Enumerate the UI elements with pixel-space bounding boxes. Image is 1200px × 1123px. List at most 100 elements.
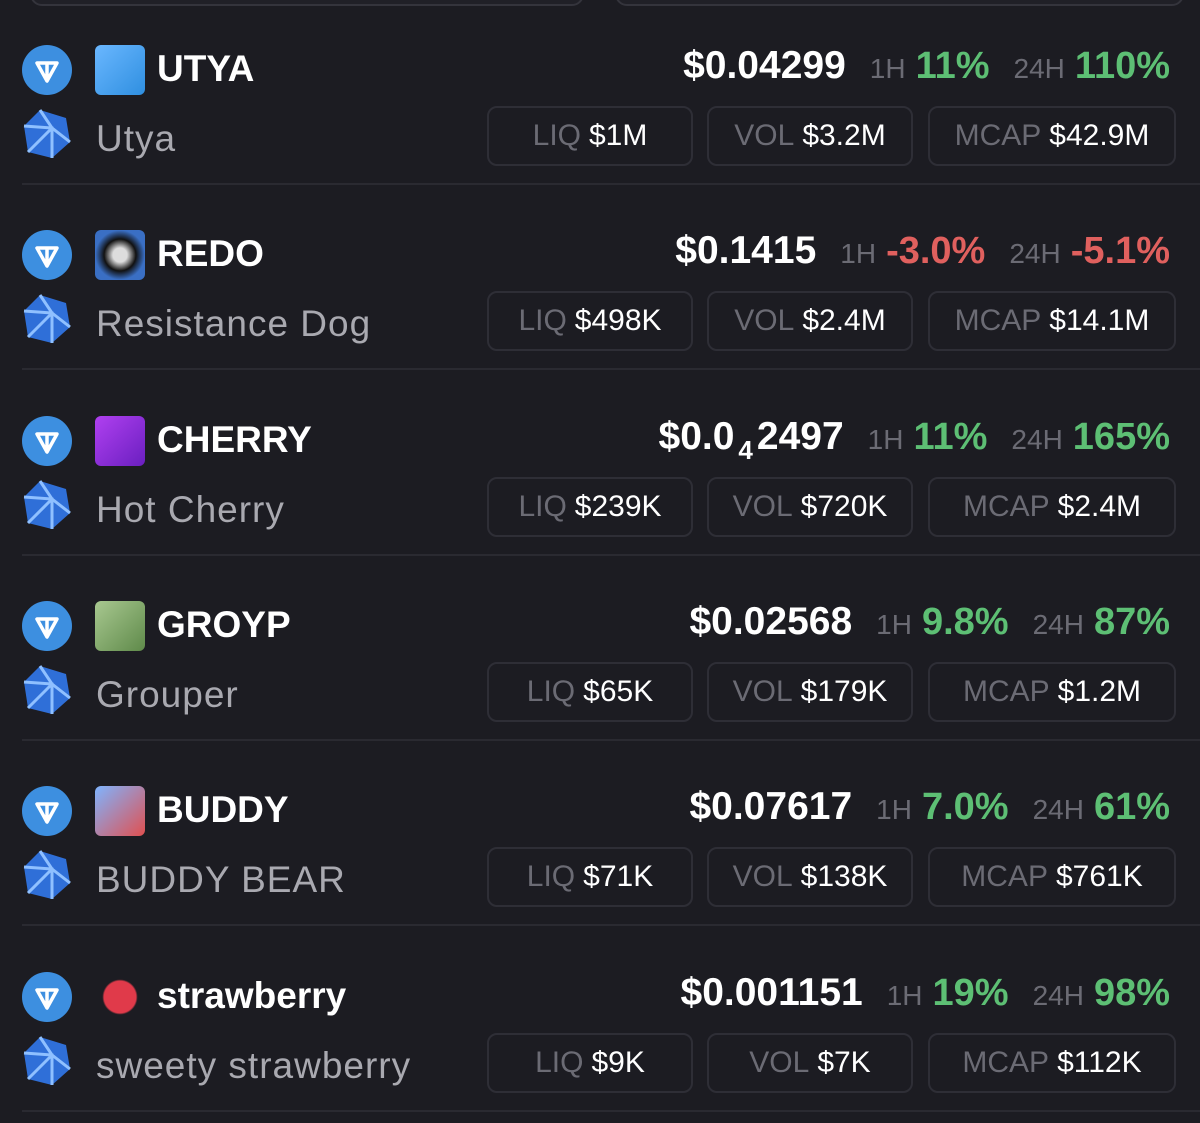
change-24h-label: 24H xyxy=(1011,423,1063,455)
ton-icon xyxy=(22,600,72,651)
liq-label: LIQ xyxy=(518,489,567,523)
token-row[interactable]: strawberry sweety strawberry $0.001151 1H 19… xyxy=(0,927,1200,1112)
vol-label: VOL xyxy=(732,674,793,708)
liq-box: LIQ $239K xyxy=(487,476,693,537)
liq-value: $498K xyxy=(574,304,662,338)
price-bar: $0.02568 1H 9.8% 24H 87% xyxy=(689,600,1170,644)
token-name: Hot Cherry xyxy=(96,488,285,530)
ton-icon xyxy=(22,45,72,95)
liq-value: $1M xyxy=(589,119,648,152)
token-row[interactable]: UTYA Utya $0.04299 1H 11% 24H 110% LIQ $1M VOL $3.… xyxy=(0,0,1200,185)
change-1h: 11% xyxy=(913,415,988,458)
dex-icon xyxy=(22,849,72,901)
mcap-label: MCAP xyxy=(962,1045,1050,1079)
change-1h-label: 1H xyxy=(876,608,912,640)
mcap-label: MCAP xyxy=(962,489,1050,523)
token-row[interactable]: BUDDY BUDDY BEAR $0.07617 1H 7.0% 24H 61% LIQ $7… xyxy=(0,741,1200,927)
price-bar: $0.001151 1H 19% 24H 98% xyxy=(681,971,1171,1015)
price-part: $0.0 xyxy=(658,414,735,458)
liq-value: $65K xyxy=(583,674,654,708)
liq-label: LIQ xyxy=(532,119,581,152)
dex-icon xyxy=(22,479,72,531)
price: $0.07617 xyxy=(689,785,852,829)
ton-icon xyxy=(22,786,72,837)
token-avatar xyxy=(95,230,145,281)
change-1h: 9.8% xyxy=(921,600,1009,643)
token-row[interactable]: CHERRY Hot Cherry $0.0 4 2497 1H 11% 24H 165% LIQ… xyxy=(0,371,1200,556)
token-name: Grouper xyxy=(96,673,239,715)
dex-icon xyxy=(22,108,72,160)
vol-value: $7K xyxy=(817,1045,871,1079)
token-avatar xyxy=(95,415,145,466)
mcap-value: $761K xyxy=(1055,860,1143,894)
token-name: Utya xyxy=(96,118,177,159)
mcap-box: MCAP $14.1M xyxy=(928,291,1176,352)
liq-box: LIQ $65K xyxy=(487,661,693,722)
price: $0.1415 xyxy=(675,229,816,273)
token-avatar xyxy=(95,971,145,1022)
change-1h: 11% xyxy=(915,45,990,87)
ton-icon xyxy=(22,415,72,466)
token-row[interactable]: GROYP Grouper $0.02568 1H 9.8% 24H 87% LIQ $65K V… xyxy=(0,556,1200,741)
price-part: $0.001151 xyxy=(680,970,863,1014)
liq-label: LIQ xyxy=(535,1045,584,1079)
price-part: $0.02568 xyxy=(689,599,853,643)
price-zero-count: 4 xyxy=(738,434,753,465)
change-1h-label: 1H xyxy=(840,238,877,270)
mcap-box: MCAP $112K xyxy=(928,1032,1176,1093)
liq-value: $9K xyxy=(591,1045,645,1079)
change-24h: 165% xyxy=(1072,415,1170,458)
token-name: Resistance Dog xyxy=(96,303,372,345)
change-1h-label: 1H xyxy=(876,794,912,826)
change-1h-label: 1H xyxy=(869,53,906,84)
token-row[interactable]: REDO Resistance Dog $0.1415 1H -3.0% 24H -5.1%… xyxy=(0,185,1200,371)
vol-box: VOL $3.2M xyxy=(707,106,913,166)
dex-icon xyxy=(22,1035,72,1087)
mcap-label: MCAP xyxy=(954,119,1042,152)
vol-box: VOL $7K xyxy=(707,1032,913,1093)
divider xyxy=(22,183,1200,185)
token-name: BUDDY BEAR xyxy=(96,859,346,901)
mcap-label: MCAP xyxy=(954,304,1042,338)
change-1h: 19% xyxy=(932,971,1009,1014)
divider xyxy=(22,924,1200,927)
price-bar: $0.07617 1H 7.0% 24H 61% xyxy=(689,785,1170,829)
mcap-box: MCAP $1.2M xyxy=(928,661,1176,722)
change-1h: -3.0% xyxy=(886,230,986,273)
liq-box: LIQ $498K xyxy=(487,291,693,352)
liq-value: $239K xyxy=(574,489,662,523)
price-bar: $0.0 4 2497 1H 11% 24H 165% xyxy=(659,415,1170,466)
price-part: $0.04299 xyxy=(683,44,846,87)
change-24h: -5.1% xyxy=(1070,230,1170,273)
vol-value: $2.4M xyxy=(802,304,886,338)
token-symbol: GROYP xyxy=(157,603,291,645)
ton-icon xyxy=(22,230,72,281)
price-bar: $0.1415 1H -3.0% 24H -5.1% xyxy=(675,229,1170,273)
mcap-label: MCAP xyxy=(962,674,1050,708)
vol-box: VOL $720K xyxy=(707,476,913,537)
vol-box: VOL $179K xyxy=(707,661,913,722)
liq-box: LIQ $1M xyxy=(487,106,693,166)
change-24h: 98% xyxy=(1093,971,1170,1014)
divider xyxy=(22,368,1200,371)
token-symbol: REDO xyxy=(157,233,264,275)
change-24h-label: 24H xyxy=(1032,794,1084,826)
token-name: sweety strawberry xyxy=(96,1044,412,1086)
divider xyxy=(22,553,1200,556)
vol-label: VOL xyxy=(734,119,795,152)
liq-label: LIQ xyxy=(526,674,576,708)
token-avatar xyxy=(95,600,145,651)
divider xyxy=(22,1109,1200,1112)
change-24h: 110% xyxy=(1074,45,1170,87)
liq-value: $71K xyxy=(583,860,654,894)
token-symbol: BUDDY xyxy=(157,789,289,831)
price-part: $0.07617 xyxy=(689,785,853,829)
token-symbol: CHERRY xyxy=(157,418,312,460)
price: $0.0 4 2497 xyxy=(659,415,844,466)
vol-label: VOL xyxy=(749,1045,810,1079)
token-avatar xyxy=(95,786,145,837)
mcap-value: $2.4M xyxy=(1057,489,1142,523)
dex-icon xyxy=(22,293,72,345)
change-1h-label: 1H xyxy=(867,423,904,455)
